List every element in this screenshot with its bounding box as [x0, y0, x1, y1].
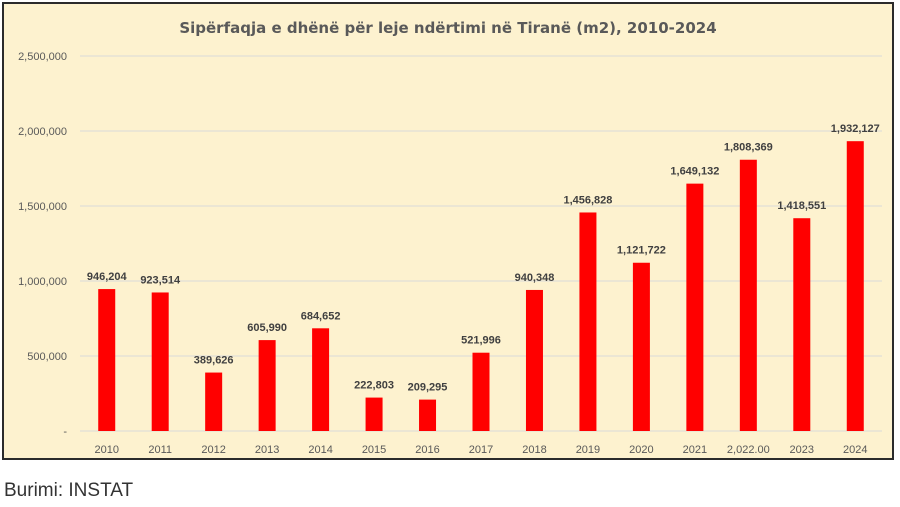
bar	[98, 289, 116, 431]
x-tick-label: 2024	[843, 444, 867, 456]
chart-frame: Sipërfaqja e dhënë për leje ndërtimi në …	[2, 2, 894, 460]
x-axis-ticks: 2010 2011 2012 2013 2014 2015 2016 2017 2018 2019…	[94, 444, 867, 456]
data-label: 1,456,828	[563, 194, 612, 206]
bar	[632, 262, 650, 431]
data-label: 1,932,127	[831, 123, 880, 135]
bar	[579, 212, 597, 431]
bar	[846, 141, 864, 431]
data-label: 1,121,722	[617, 245, 666, 257]
x-tick-label: 2023	[790, 444, 814, 456]
y-tick-label: 500,000	[27, 351, 67, 363]
source-caption: Burimi: INSTAT	[4, 480, 134, 501]
x-tick-label: 2016	[415, 444, 439, 456]
x-tick-label: 2015	[362, 444, 386, 456]
bar	[472, 352, 490, 431]
x-tick-label: 2011	[148, 444, 172, 456]
data-label: 1,418,551	[777, 200, 826, 212]
x-tick-label: 2010	[94, 444, 118, 456]
bar	[739, 159, 757, 432]
bar	[686, 183, 704, 431]
bar	[151, 292, 169, 431]
bar	[419, 399, 437, 431]
data-label: 389,626	[194, 355, 234, 367]
chart-title: Sipërfaqja e dhënë për leje ndërtimi në …	[179, 19, 716, 37]
y-tick-label: 1,000,000	[18, 276, 67, 288]
data-label: 1,808,369	[724, 142, 773, 154]
data-label: 521,996	[461, 335, 501, 347]
data-label: 923,514	[140, 274, 181, 286]
y-tick-label: 1,500,000	[18, 201, 67, 213]
x-tick-label: 2,022.00	[727, 444, 770, 456]
data-label: 1,649,132	[670, 166, 719, 178]
bar	[525, 289, 543, 431]
bar	[793, 218, 811, 431]
x-tick-label: 2018	[522, 444, 546, 456]
bars	[98, 141, 864, 432]
y-axis-ticks: - 500,000 1,000,000 1,500,000 2,000,000 2,500…	[18, 51, 67, 438]
x-tick-label: 2014	[308, 444, 332, 456]
data-label: 684,652	[301, 310, 341, 322]
x-tick-label: 2017	[469, 444, 493, 456]
bar	[365, 397, 383, 431]
data-label: 946,204	[87, 271, 128, 283]
data-label: 605,990	[247, 322, 287, 334]
data-label: 940,348	[515, 272, 555, 284]
data-labels: 946,204 923,514 389,626 605,990 684,652 222,8…	[87, 123, 880, 393]
x-tick-label: 2021	[683, 444, 707, 456]
bar	[258, 340, 276, 431]
x-tick-label: 2020	[629, 444, 653, 456]
x-tick-label: 2013	[255, 444, 279, 456]
y-tick-label: -	[63, 426, 67, 438]
bar-chart: Sipërfaqja e dhënë për leje ndërtimi në …	[18, 19, 882, 456]
bar	[205, 372, 223, 431]
y-tick-label: 2,000,000	[18, 126, 67, 138]
data-label: 222,803	[354, 380, 394, 392]
y-tick-label: 2,500,000	[18, 51, 67, 63]
x-tick-label: 2019	[576, 444, 600, 456]
data-label: 209,295	[408, 382, 448, 394]
bar	[312, 328, 330, 431]
x-tick-label: 2012	[201, 444, 225, 456]
